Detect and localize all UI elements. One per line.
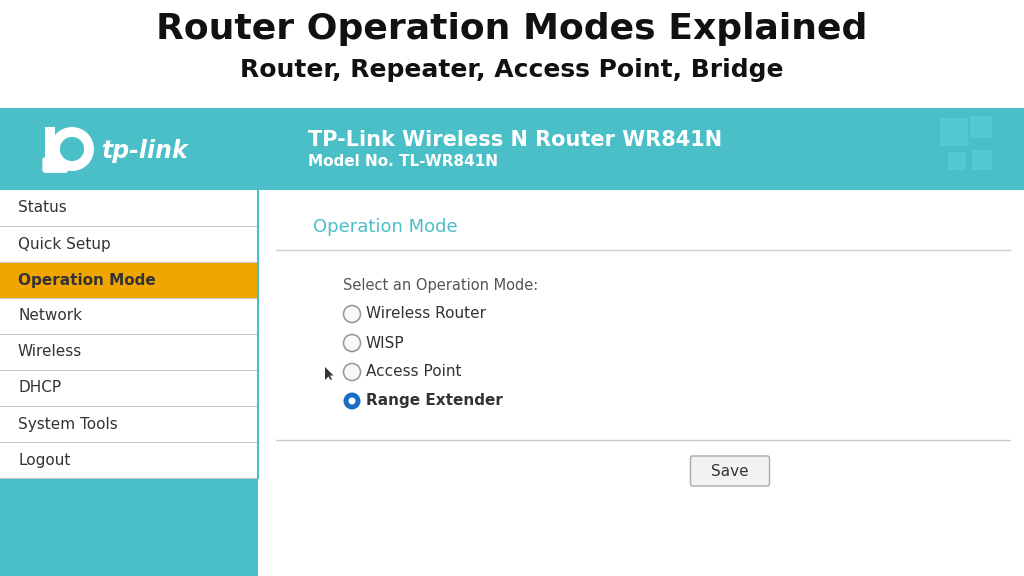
Text: Operation Mode: Operation Mode bbox=[313, 218, 458, 236]
Text: TP-Link Wireless N Router WR841N: TP-Link Wireless N Router WR841N bbox=[308, 130, 722, 150]
Text: Network: Network bbox=[18, 309, 82, 324]
Text: Access Point: Access Point bbox=[366, 365, 462, 380]
Circle shape bbox=[343, 392, 360, 410]
FancyBboxPatch shape bbox=[42, 157, 69, 173]
FancyBboxPatch shape bbox=[690, 456, 769, 486]
Text: Wireless: Wireless bbox=[18, 344, 82, 359]
Circle shape bbox=[345, 336, 359, 350]
Text: Wireless Router: Wireless Router bbox=[366, 306, 486, 321]
Text: Router, Repeater, Access Point, Bridge: Router, Repeater, Access Point, Bridge bbox=[241, 58, 783, 82]
Text: Operation Mode: Operation Mode bbox=[18, 272, 156, 287]
Text: Status: Status bbox=[18, 200, 67, 215]
FancyBboxPatch shape bbox=[970, 116, 992, 138]
FancyBboxPatch shape bbox=[948, 152, 966, 170]
Circle shape bbox=[345, 307, 359, 321]
Circle shape bbox=[343, 305, 360, 323]
Circle shape bbox=[59, 137, 84, 161]
FancyBboxPatch shape bbox=[0, 190, 258, 478]
Circle shape bbox=[50, 127, 94, 171]
FancyBboxPatch shape bbox=[972, 150, 992, 170]
FancyBboxPatch shape bbox=[940, 118, 968, 146]
Text: WISP: WISP bbox=[366, 335, 404, 351]
Text: Router Operation Modes Explained: Router Operation Modes Explained bbox=[157, 12, 867, 46]
FancyBboxPatch shape bbox=[258, 190, 1024, 576]
Text: Quick Setup: Quick Setup bbox=[18, 237, 111, 252]
Text: Select an Operation Mode:: Select an Operation Mode: bbox=[343, 278, 539, 293]
Text: Model No. TL-WR841N: Model No. TL-WR841N bbox=[308, 154, 498, 169]
FancyBboxPatch shape bbox=[0, 478, 258, 576]
FancyBboxPatch shape bbox=[0, 0, 1024, 108]
Text: tp-link: tp-link bbox=[102, 139, 188, 163]
Text: Logout: Logout bbox=[18, 453, 71, 468]
Circle shape bbox=[343, 363, 360, 381]
Circle shape bbox=[343, 335, 360, 351]
Text: Range Extender: Range Extender bbox=[366, 393, 503, 408]
Text: System Tools: System Tools bbox=[18, 416, 118, 431]
Text: DHCP: DHCP bbox=[18, 381, 61, 396]
FancyBboxPatch shape bbox=[0, 262, 258, 298]
FancyBboxPatch shape bbox=[0, 108, 1024, 190]
Circle shape bbox=[345, 365, 359, 379]
Polygon shape bbox=[325, 367, 334, 380]
FancyBboxPatch shape bbox=[45, 127, 54, 171]
Text: Save: Save bbox=[712, 464, 749, 479]
Circle shape bbox=[348, 397, 355, 404]
FancyBboxPatch shape bbox=[0, 108, 1024, 576]
